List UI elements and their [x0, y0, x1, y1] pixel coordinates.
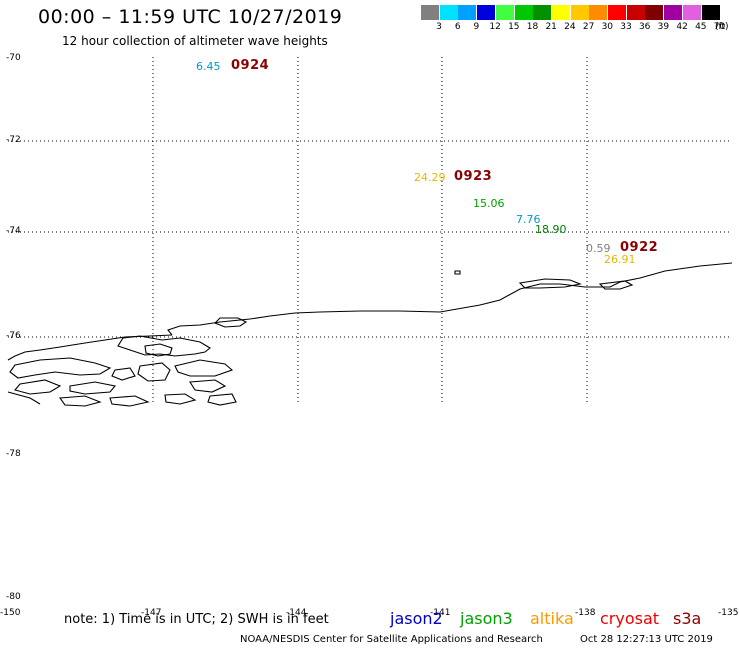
wave-height-value: 18.90	[535, 223, 567, 236]
scale-label: 39	[657, 22, 670, 32]
lat-label: -74	[6, 226, 21, 236]
credit-line: NOAA/NESDIS Center for Satellite Applica…	[240, 634, 543, 645]
scale-label: 24	[564, 22, 576, 32]
lon-label: -135	[718, 608, 739, 618]
coast-outline-7	[137, 362, 171, 382]
island-2	[214, 317, 248, 328]
scale-label: 12	[489, 22, 501, 32]
lon-label: -144	[286, 608, 307, 618]
coast-outline-5	[69, 381, 117, 395]
lat-label: -76	[6, 331, 21, 341]
island-3	[518, 278, 582, 289]
wave-height-value: 6.45	[196, 60, 221, 73]
coast-outline-10	[58, 395, 102, 407]
scale-swatch	[645, 5, 664, 20]
scale-swatch	[570, 5, 589, 20]
wave-height-value: 26.91	[604, 253, 636, 266]
scale-label: 70	[713, 22, 726, 32]
map-subtitle: 12 hour collection of altimeter wave hei…	[62, 34, 328, 48]
scale-swatch	[421, 5, 439, 20]
scale-label: 30	[601, 22, 614, 32]
scale-swatch	[682, 5, 701, 20]
satellite-legend-altika: altika	[530, 609, 574, 628]
scale-label: 6	[454, 22, 461, 32]
small-island	[454, 270, 461, 275]
lat-label: -80	[6, 592, 21, 602]
lon-label: -138	[575, 608, 596, 618]
scale-label: 42	[676, 22, 688, 32]
lat-label: -78	[6, 449, 21, 459]
scale-swatch	[701, 5, 720, 20]
scale-swatch	[551, 5, 570, 20]
coastline	[7, 262, 733, 407]
map-title: 00:00 – 11:59 UTC 10/27/2019	[38, 6, 343, 28]
scale-label: 33	[620, 22, 632, 32]
scale-swatch	[477, 5, 496, 20]
scale-label: 18	[526, 22, 539, 32]
scale-swatch	[514, 5, 533, 20]
scale-label: 21	[545, 22, 557, 32]
lon-label: -147	[141, 608, 162, 618]
wave-height-value: 15.06	[473, 197, 505, 210]
lat-label: -70	[6, 53, 21, 63]
ice-shelf-edge	[167, 262, 733, 336]
scale-label: 45	[695, 22, 707, 32]
scale-swatch	[589, 5, 608, 20]
scale-swatch	[626, 5, 645, 20]
coast-outline-1	[7, 334, 173, 361]
coast-outline-2	[117, 335, 211, 357]
satellite-legend-jason2: jason2	[390, 609, 443, 628]
coast-outline-6	[174, 359, 234, 377]
scale-swatch	[439, 5, 458, 20]
lat-label: -72	[6, 135, 21, 145]
coast-outline-9	[189, 379, 227, 393]
pass-timestamp: 0922	[620, 240, 659, 255]
coast-outline-11	[109, 395, 150, 407]
wave-height-value: 7.76	[516, 213, 541, 226]
scale-swatch	[608, 5, 626, 20]
coast-outline-3	[9, 357, 112, 379]
scale-swatch	[664, 5, 683, 20]
coast-outline-4	[14, 379, 62, 395]
scale-label: 15	[508, 22, 520, 32]
coast-outline-12	[164, 393, 197, 405]
scale-swatch	[458, 5, 477, 20]
island-1	[144, 343, 173, 357]
coast-outline-13	[207, 393, 237, 406]
coast-outline-8	[111, 367, 136, 381]
lon-label: -141	[430, 608, 451, 618]
island-4	[598, 280, 634, 290]
generated-date: Oct 28 12:27:13 UTC 2019	[580, 634, 713, 645]
footer-note: note: 1) Time is in UTC; 2) SWH is in fe…	[64, 612, 329, 627]
pass-timestamp: 0923	[454, 169, 493, 184]
coast-outline-14	[7, 391, 41, 405]
wave-height-value: 24.29	[414, 171, 446, 184]
scale-label: 3	[436, 22, 442, 32]
scale-label: 36	[638, 22, 651, 32]
scale-swatch	[533, 5, 552, 20]
lon-label: -150	[0, 608, 21, 618]
satellite-legend-jason3: jason3	[460, 609, 513, 628]
scale-swatch	[495, 5, 514, 20]
graticule	[8, 57, 732, 405]
satellite-legend-cryosat: cryosat	[600, 609, 660, 628]
scale-label: 27	[582, 22, 595, 32]
scale-unit: (ft)	[715, 22, 729, 32]
wave-height-value: 0.59	[586, 242, 611, 255]
scale-label: 9	[473, 22, 480, 32]
pass-timestamp: 0924	[231, 58, 270, 73]
satellite-legend-s3a: s3a	[673, 609, 702, 628]
